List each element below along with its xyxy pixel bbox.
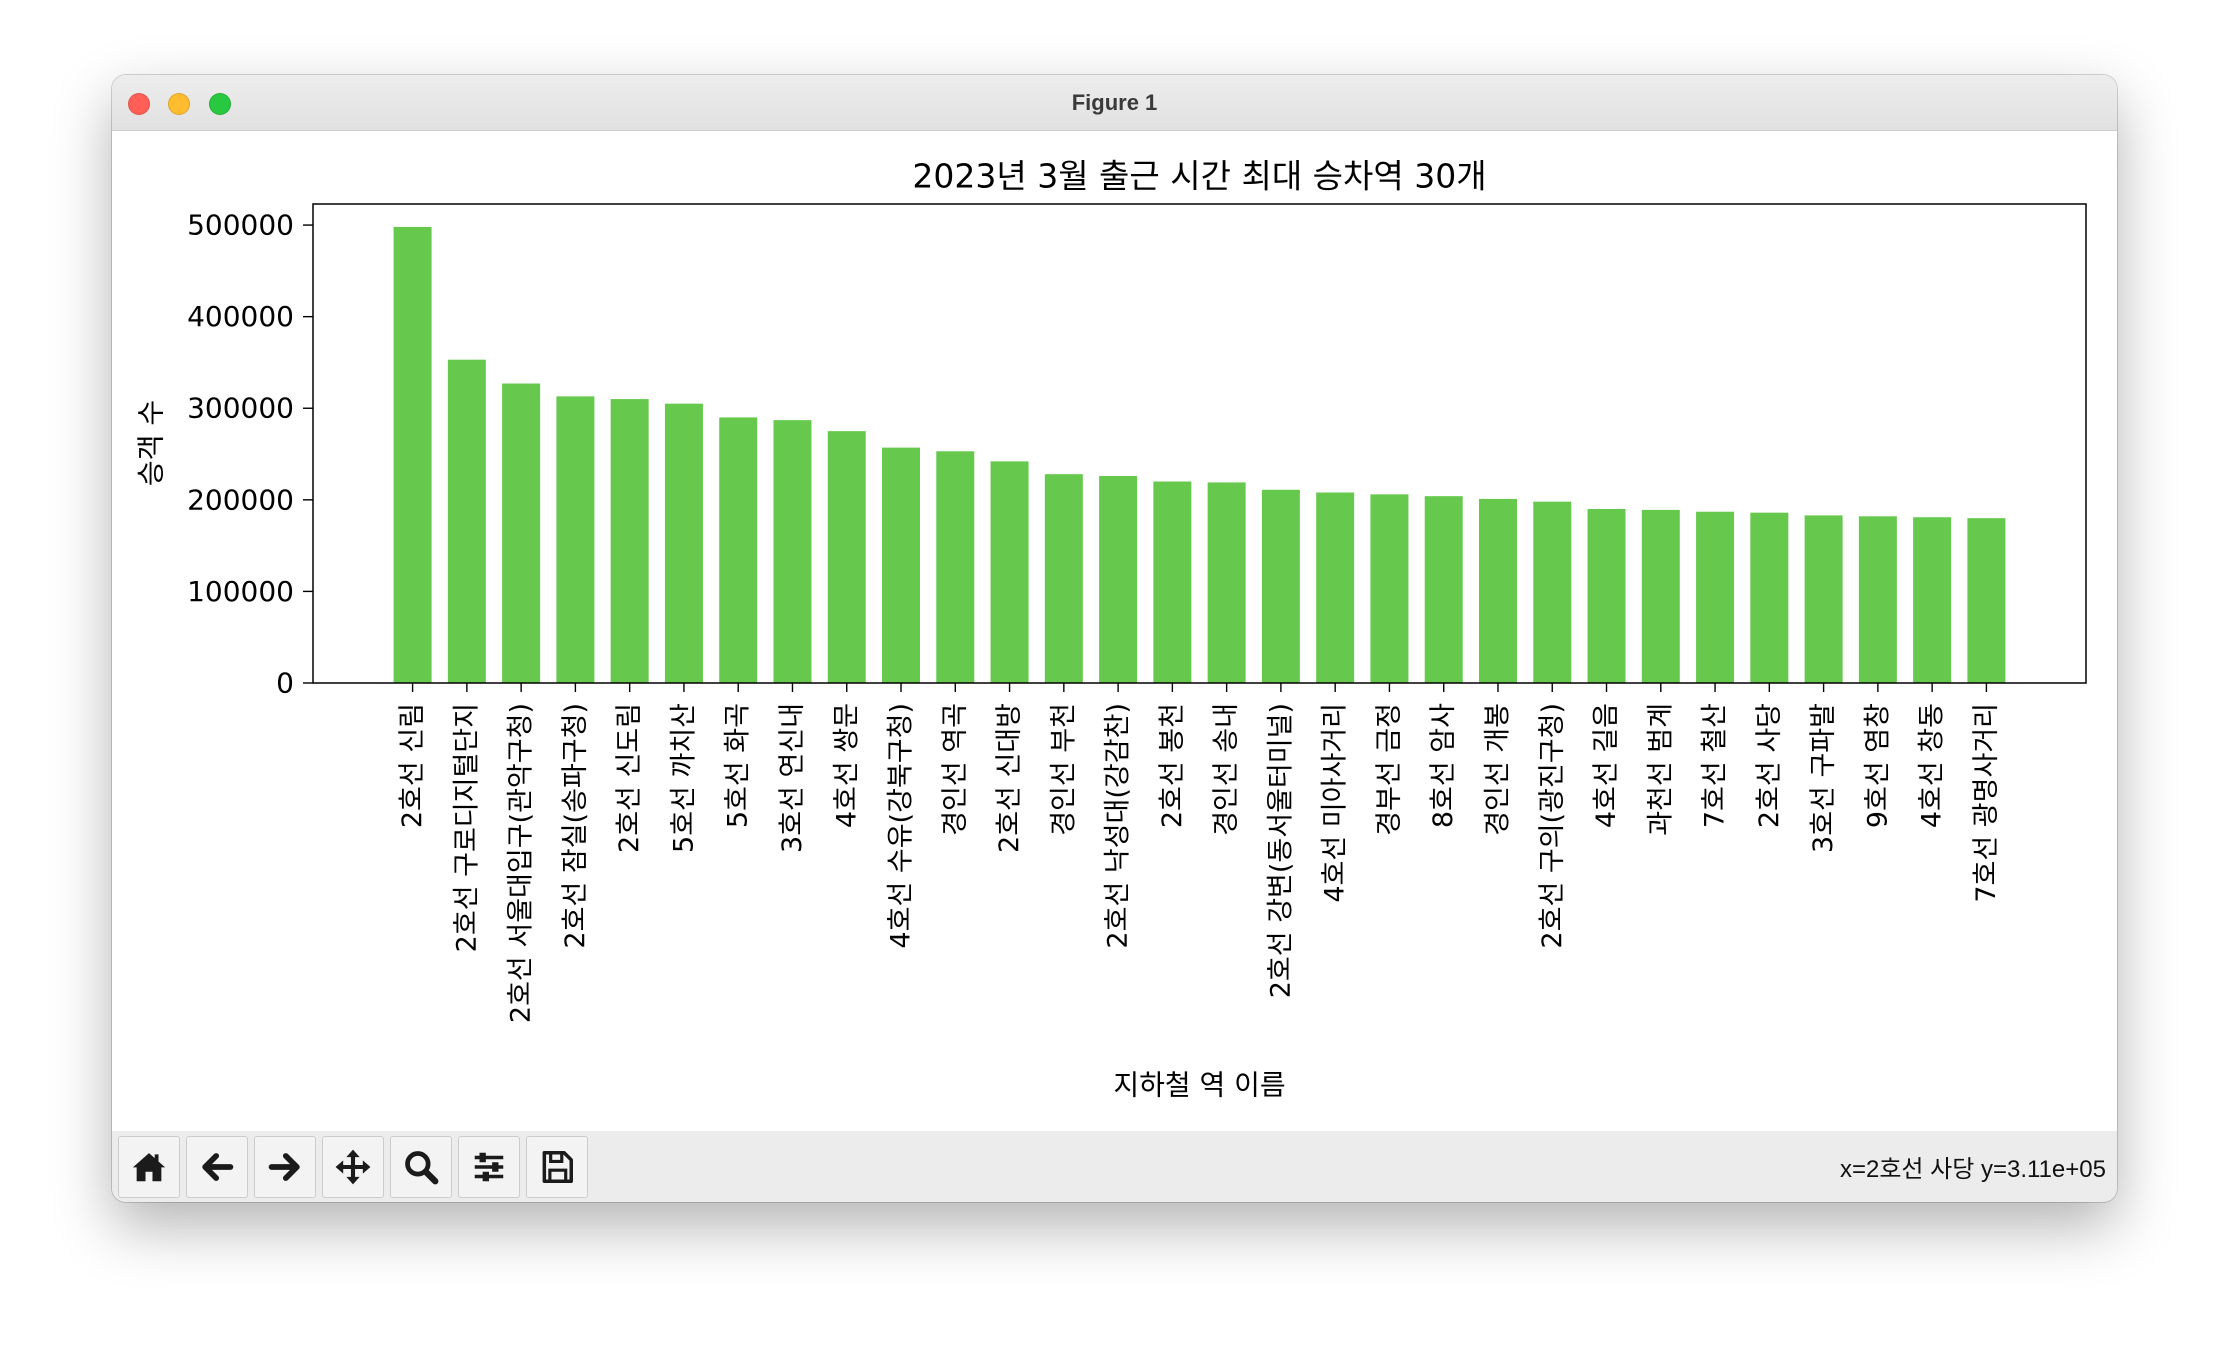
x-tick-label: 경인선 송내 [1211,703,1242,836]
bar [1696,511,1735,683]
x-tick-label: 4호선 창동 [1917,703,1948,828]
bar [719,417,758,683]
y-tick-label: 300000 [187,392,294,425]
x-tick-label: 2호선 봉천 [1157,703,1188,828]
y-tick-label: 200000 [187,483,294,516]
x-tick-label: 2호선 사당 [1754,703,1785,828]
bar [1533,501,1572,683]
zoom-button[interactable] [390,1135,452,1198]
x-tick-label: 4호선 수유(강북구청) [886,703,917,949]
back-icon [202,1152,234,1181]
bar [664,403,703,683]
bar [1044,474,1083,683]
bar [1587,508,1626,683]
bar-series [393,226,2006,683]
pan-icon [335,1149,371,1184]
bar [556,396,595,683]
x-tick-label: 7호선 광명사거리 [1971,703,2002,903]
x-axis: 2호선 신림 2호선 구로디지털단지 2호선 서울대입구(관악구청) 2호선 잠실(송… [397,683,2002,1023]
bar [1750,512,1789,683]
x-tick-label: 9호선 염창 [1862,703,1893,828]
close-window-button[interactable] [128,93,150,115]
window-title: Figure 1 [1071,90,1158,115]
bar [882,447,921,683]
x-tick-label: 2호선 강변(동서울터미널) [1265,703,1296,998]
x-tick-label: 4호선 쌍문 [831,703,862,828]
bar [1261,489,1300,683]
x-tick-label: 2호선 낙성대(강감찬) [1103,703,1134,949]
bar [773,420,812,683]
y-tick-label: 500000 [187,209,294,242]
x-tick-label: 2호선 잠실(송파구청) [560,703,591,949]
figure-canvas: 2023년 3월 출근 시간 최대 승차역 30개 0 100000 200000 3… [112,131,2117,1131]
forward-icon [268,1152,300,1181]
x-tick-label: 2호선 서울대입구(관악구청) [506,703,537,1023]
x-tick-label: 경인선 역곡 [940,703,971,836]
x-tick-label: 4호선 길음 [1591,703,1622,828]
navigation-toolbar: x=2호선 사당 y=3.11e+05 [112,1131,2117,1202]
y-tick-label: 400000 [187,300,294,333]
axes-frame [312,203,2087,684]
bar [936,451,975,683]
x-tick-label: 경인선 개봉 [1482,703,1513,836]
x-tick-label: 5호선 화곡 [723,703,754,828]
zoom-icon [405,1150,439,1184]
bar [1424,496,1463,683]
bar [610,399,649,683]
x-tick-label: 4호선 미아사거리 [1320,703,1351,903]
configure-subplots-icon [474,1152,504,1181]
bar [1153,481,1192,683]
configure-subplots-button[interactable] [458,1135,520,1198]
x-axis-label: 지하철 역 이름 [1113,1069,1285,1102]
x-tick-label: 2호선 신대방 [994,703,1025,853]
bar [1641,509,1680,683]
figure-window: Figure 1 2023년 3월 출근 시간 최대 승차역 30개 0 1000… [112,75,2117,1202]
save-button[interactable] [526,1135,588,1198]
bar [990,461,1029,683]
back-button[interactable] [186,1135,248,1198]
y-tick-label: 0 [276,667,294,700]
plot-area[interactable] [313,204,2086,683]
x-tick-label: 5호선 까치산 [668,703,699,853]
bar [1316,492,1355,683]
bar [502,383,541,683]
home-button[interactable] [118,1135,180,1198]
x-tick-label: 2호선 구의(광진구청) [1537,703,1568,949]
bar [827,431,866,683]
bar [1207,482,1246,683]
x-tick-label: 7호선 철산 [1700,703,1731,828]
bar [1804,515,1843,683]
bar [447,359,486,683]
x-tick-label: 경부선 금정 [1374,703,1405,836]
bar [1099,476,1138,683]
x-tick-label: 3호선 구파발 [1808,703,1839,853]
save-icon [542,1150,573,1183]
forward-button[interactable] [254,1135,316,1198]
bar [393,226,432,683]
bar [1967,518,2006,683]
x-tick-label: 8호선 암사 [1428,703,1459,828]
bar [1478,498,1517,683]
bar [1370,494,1409,683]
chart-title: 2023년 3월 출근 시간 최대 승차역 30개 [912,157,1486,196]
y-tick-label: 100000 [187,575,294,608]
zoom-window-button[interactable] [209,93,231,115]
title-bar[interactable]: Figure 1 [112,75,2117,131]
x-tick-label: 2호선 신도림 [614,703,645,853]
bar [1858,516,1897,683]
home-icon [132,1152,166,1181]
y-axis-label: 승객 수 [135,400,168,486]
x-tick-label: 2호선 구로디지털단지 [451,703,482,952]
cursor-coordinates-readout: x=2호선 사당 y=3.11e+05 [1839,1156,2106,1183]
x-tick-label: 2호선 신림 [397,703,428,828]
bar [1913,517,1952,683]
pan-button[interactable] [322,1135,384,1198]
minimize-window-button[interactable] [168,93,190,115]
x-tick-label: 3호선 연신내 [777,703,808,853]
y-axis: 0 100000 200000 300000 400000 500000 [187,209,313,700]
x-tick-label: 경인선 부천 [1048,703,1079,836]
x-tick-label: 과천선 범계 [1645,703,1676,836]
